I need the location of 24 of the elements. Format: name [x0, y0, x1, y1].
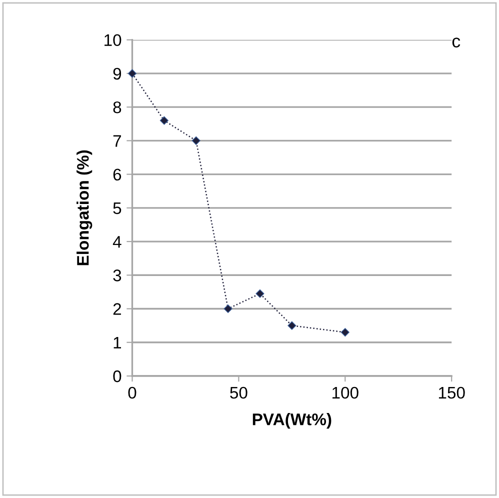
y-tick-label: 2 [113, 303, 121, 315]
x-tick-label: 0 [128, 386, 136, 399]
y-tick-label: 1 [114, 336, 122, 348]
point [160, 116, 168, 125]
y-tick-label: 8 [113, 101, 122, 114]
y-tick-label: 3 [113, 270, 122, 282]
point [256, 289, 264, 298]
x-axis-title: PVA(Wt%) [252, 413, 332, 429]
y-tick-label: 6 [113, 168, 122, 181]
y-tick-label: 7 [113, 135, 121, 147]
y-tick-label: 10 [104, 34, 122, 46]
x-tick-label: 150 [438, 386, 465, 399]
x-tick-label: 100 [332, 386, 358, 399]
y-axis-title: Elongation (%) [76, 150, 92, 266]
point [224, 304, 232, 314]
y-tick-label: 9 [113, 68, 122, 80]
point [288, 321, 296, 330]
y-tick-label: 0 [113, 370, 122, 382]
text: c [452, 38, 460, 48]
point [192, 136, 200, 145]
y-tick-label: 4 [112, 236, 122, 248]
y-tick-label: 5 [113, 202, 122, 214]
x-tick-label: 50 [230, 386, 248, 399]
point [340, 328, 350, 337]
